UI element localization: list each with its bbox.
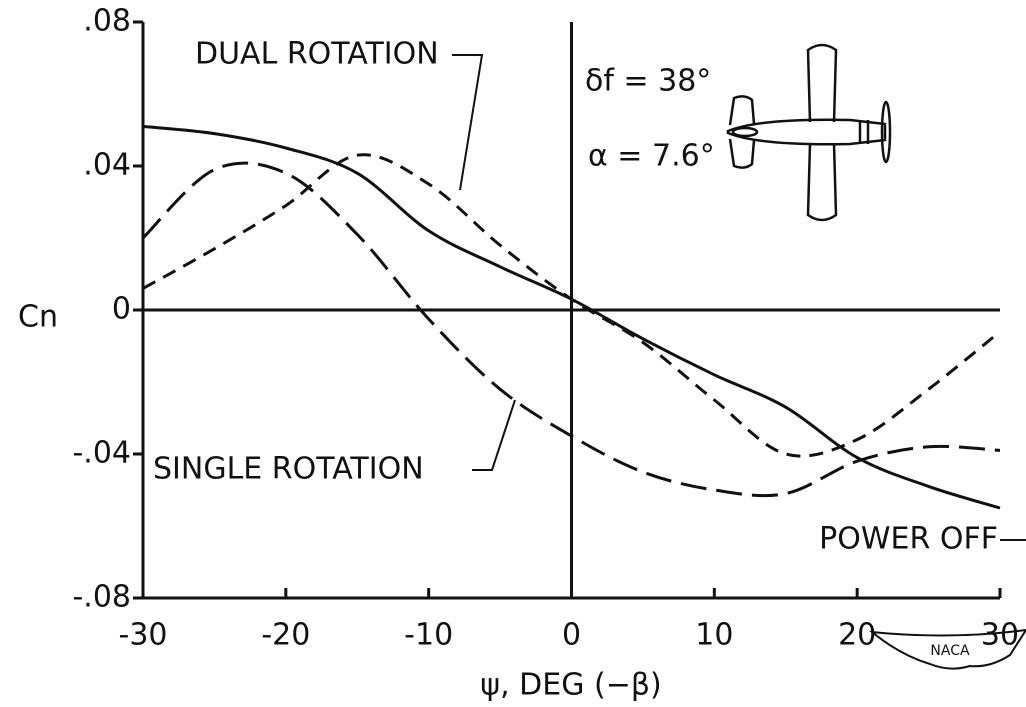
y-axis-label: Cn <box>18 300 58 335</box>
x-axis-label: ψ, DEG (−β) <box>480 668 661 703</box>
annotation: α = 7.6° <box>588 139 715 174</box>
series-line <box>141 161 1001 498</box>
y-tick-label: .04 <box>83 148 131 183</box>
series-label: SINGLE ROTATION <box>153 452 424 487</box>
leader-line <box>452 54 484 191</box>
y-tick-label: 0 <box>112 292 131 327</box>
logo-text: NACA <box>930 643 970 659</box>
x-tick-label: 30 <box>981 618 1019 653</box>
leader-line <box>472 399 516 471</box>
y-tick-label: .08 <box>83 4 131 39</box>
annotation: δf = 38° <box>585 64 711 99</box>
airplane-icon <box>726 43 892 222</box>
y-tick-label: -.04 <box>72 436 131 471</box>
y-tick-label: -.08 <box>72 580 131 615</box>
x-tick-label: -20 <box>261 618 310 653</box>
x-tick-label: 0 <box>562 618 581 653</box>
x-tick-label: -30 <box>119 618 168 653</box>
x-tick-label: 20 <box>838 618 876 653</box>
series-label: POWER OFF <box>819 522 998 557</box>
x-tick-label: -10 <box>404 618 453 653</box>
naca-logo: NACA <box>868 628 1026 670</box>
series-label: DUAL ROTATION <box>195 37 439 72</box>
x-tick-label: 10 <box>695 618 733 653</box>
series-line <box>142 153 1001 458</box>
